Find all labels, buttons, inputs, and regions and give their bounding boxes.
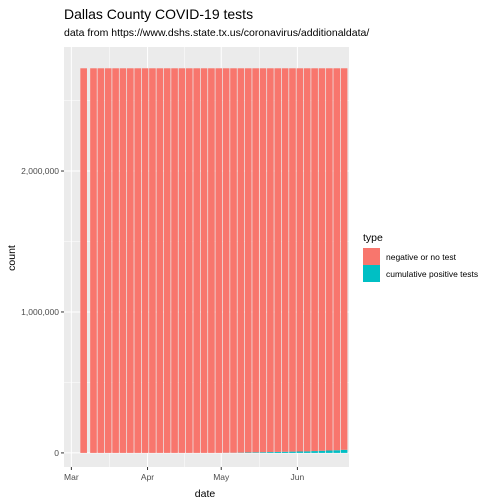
x-axis-title: date — [195, 488, 216, 500]
bar-negative — [333, 68, 341, 451]
y-tick-label: 0 — [54, 448, 59, 458]
x-tick-label: May — [213, 472, 230, 482]
axes: 0 1,000,000 2,000,000 Mar Apr May Jun — [21, 166, 304, 482]
bar-positive — [333, 450, 341, 453]
bar-negative — [267, 68, 274, 453]
legend-label-positive: cumulative positive tests — [386, 269, 478, 279]
bar-negative — [340, 68, 348, 450]
bar-negative — [296, 68, 304, 452]
bar-negative — [119, 68, 127, 453]
bar-negative — [178, 68, 186, 453]
x-tick-label: Apr — [141, 472, 154, 482]
bar-positive — [252, 452, 259, 453]
bar-negative — [104, 68, 112, 453]
x-tick-label: Mar — [64, 472, 79, 482]
bar-positive — [267, 452, 274, 453]
bar-negative — [156, 68, 164, 453]
bar-negative — [237, 68, 245, 453]
bar-negative — [149, 68, 156, 453]
bar-negative — [90, 68, 97, 453]
bar-negative — [97, 68, 105, 453]
bar-positive — [281, 451, 289, 453]
bar-positive — [289, 451, 296, 453]
bar-negative — [193, 68, 200, 453]
chart-title: Dallas County COVID-19 tests — [64, 6, 253, 22]
bar-negative — [127, 68, 134, 453]
bar-negative — [141, 68, 149, 453]
bar-negative — [230, 68, 237, 453]
legend-title: type — [363, 232, 383, 244]
bar-negative — [311, 68, 318, 452]
bar-negative — [318, 68, 326, 451]
bar-negative — [112, 68, 119, 453]
bar-negative — [200, 68, 208, 453]
bar-positive — [296, 451, 304, 453]
bar-negative — [134, 68, 142, 453]
bar-negative — [259, 68, 267, 453]
legend-swatch-negative — [363, 248, 380, 265]
bar-positive — [303, 451, 311, 453]
bar-positive — [274, 451, 282, 453]
bar-negative — [281, 68, 289, 452]
bar-negative — [252, 68, 259, 453]
bar-negative — [208, 68, 215, 453]
bar-positive — [259, 452, 267, 453]
x-tick-label: Jun — [291, 472, 305, 482]
y-tick-label: 1,000,000 — [21, 307, 59, 317]
bar-negative — [289, 68, 296, 452]
legend: type negative or no test cumulative posi… — [363, 232, 478, 282]
y-axis-title: count — [6, 245, 18, 271]
bars — [80, 68, 348, 453]
bar-positive — [326, 450, 333, 453]
legend-swatch-positive — [363, 265, 380, 282]
bar-positive — [311, 451, 318, 453]
y-tick-label: 2,000,000 — [21, 166, 59, 176]
bar-negative — [326, 68, 333, 451]
bar-positive — [318, 450, 326, 453]
bar-negative — [171, 68, 178, 453]
bar-positive — [340, 449, 348, 453]
bar-negative — [185, 68, 193, 453]
chart-subtitle: data from https://www.dshs.state.tx.us/c… — [64, 27, 369, 39]
bar-negative — [163, 68, 171, 453]
bar-negative — [274, 68, 282, 452]
legend-label-negative: negative or no test — [386, 252, 457, 262]
bar-negative — [244, 68, 252, 453]
bar-negative — [80, 68, 87, 453]
bar-negative — [215, 68, 223, 453]
bar-negative — [222, 68, 230, 453]
bar-negative — [303, 68, 311, 452]
